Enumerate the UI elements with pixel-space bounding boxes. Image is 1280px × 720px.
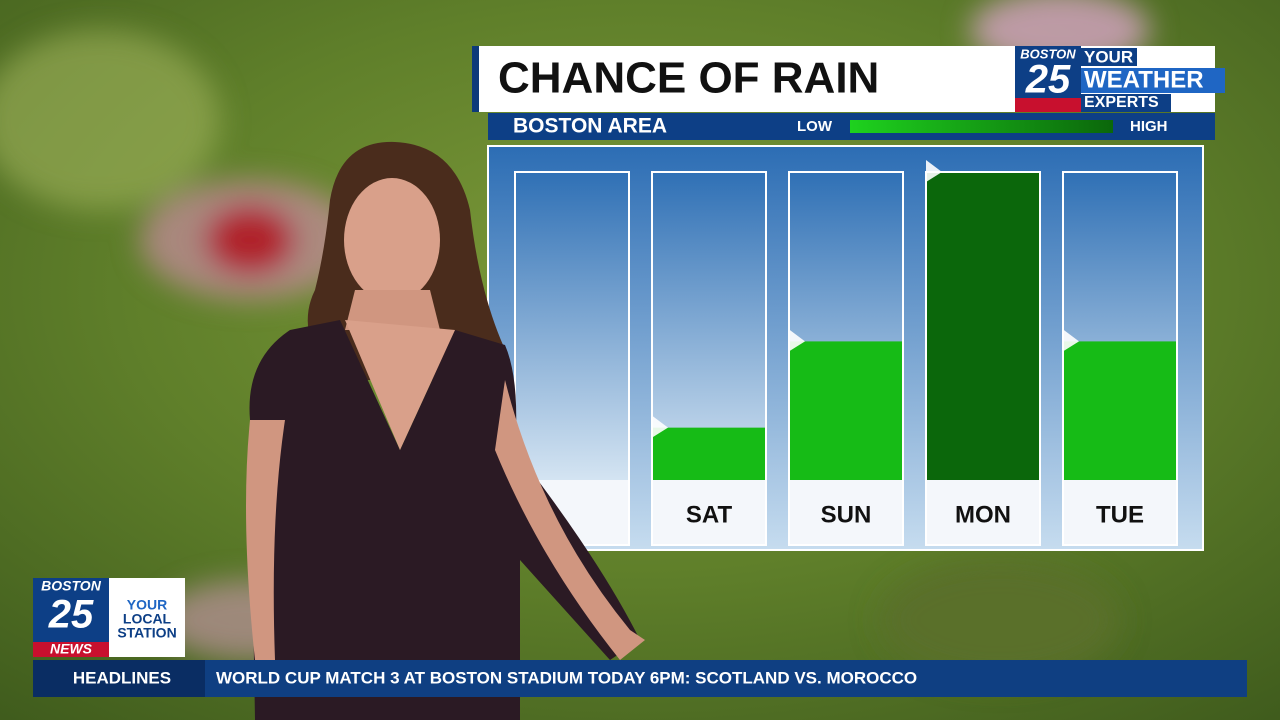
- banner-accent: [472, 46, 479, 112]
- column-frame: [788, 171, 904, 546]
- station-logo-blue: [33, 578, 109, 642]
- logo-red: [1015, 98, 1081, 112]
- ticker-label-box: [33, 660, 205, 697]
- category-label: MON: [955, 501, 1011, 528]
- ticker-headline: WORLD CUP MATCH 3 AT BOSTON STADIUM TODA…: [216, 668, 917, 687]
- ticker-label: HEADLINES: [73, 668, 171, 687]
- station-tag: STATION: [117, 625, 176, 641]
- station-tag: YOUR: [127, 597, 167, 613]
- column-frame: [925, 171, 1041, 546]
- legend-scale: [850, 120, 1113, 133]
- station-tag: LOCAL: [123, 611, 172, 627]
- column-frame: [651, 171, 767, 546]
- bar: [789, 341, 903, 480]
- weather-logo: BOSTON 25 YOUR WEATHER EXPERTS: [1015, 46, 1225, 112]
- category-label: TUE: [1096, 501, 1144, 528]
- station-number: 25: [48, 593, 94, 637]
- logo-station: BOSTON: [1020, 46, 1076, 61]
- chart-subtitle: BOSTON AREA: [513, 115, 667, 138]
- label-cell: [652, 480, 766, 545]
- logo-tag-bg: [1081, 68, 1225, 93]
- bar-marker: [1063, 329, 1079, 352]
- column-frame: [1062, 171, 1178, 546]
- logo-tag-bg: [1081, 48, 1137, 66]
- bar-marker: [789, 329, 805, 352]
- label-cell: [926, 480, 1040, 545]
- logo-tag-bg: [1081, 94, 1171, 112]
- presenter: [246, 141, 645, 720]
- logo-tag: YOUR: [1084, 47, 1133, 66]
- bars: SAT SUN MON TUE: [514, 160, 1178, 546]
- logo-number: 25: [1025, 58, 1071, 102]
- ticker-bar: [33, 660, 1247, 697]
- bar: [652, 427, 766, 480]
- logo-tag: EXPERTS: [1084, 94, 1159, 111]
- label-cell: [1063, 480, 1177, 545]
- legend-low: LOW: [797, 118, 833, 135]
- station-logo: BOSTON 25 NEWS YOUR LOCAL STATION: [33, 578, 185, 657]
- category-label: SUN: [821, 501, 872, 528]
- legend-high: HIGH: [1130, 118, 1168, 135]
- station-name: BOSTON: [41, 578, 102, 594]
- bar: [1063, 341, 1177, 480]
- label-cell: [789, 480, 903, 545]
- chart-title: CHANCE OF RAIN: [498, 54, 879, 103]
- bar-marker: [652, 415, 668, 438]
- station-logo-red: [33, 642, 109, 657]
- category-label: SAT: [686, 501, 733, 528]
- bar: [926, 172, 1040, 480]
- background-flowers: [0, 0, 1150, 680]
- logo-tag: WEATHER: [1084, 66, 1204, 93]
- column: [515, 172, 629, 480]
- station-network: NEWS: [50, 641, 93, 657]
